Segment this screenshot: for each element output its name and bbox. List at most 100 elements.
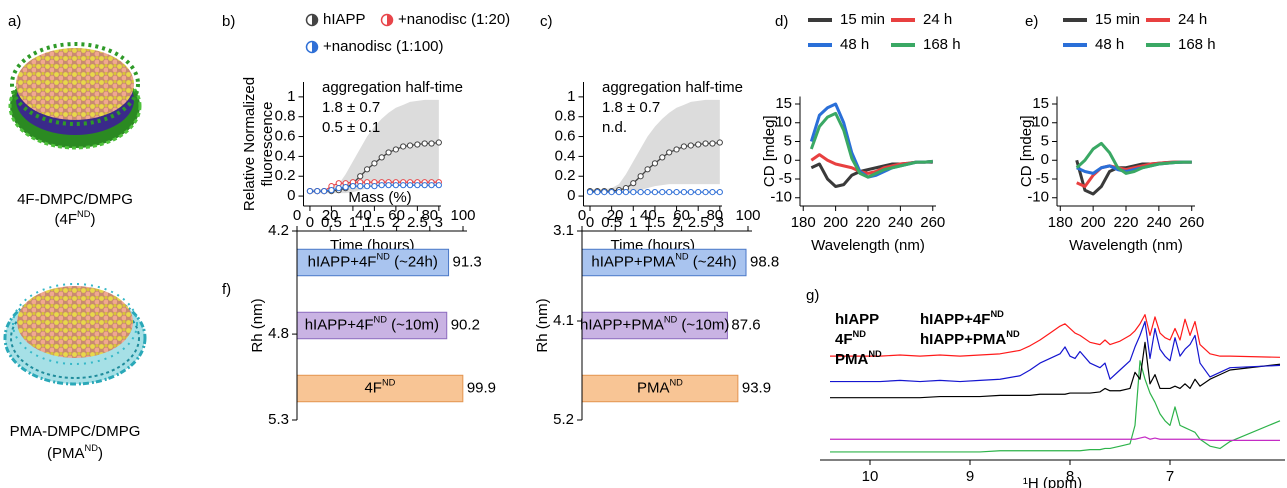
bar: [296, 374, 464, 403]
data-point: [651, 160, 659, 167]
annotation: 0.5 ± 0.1: [322, 119, 380, 136]
y-tick-label: -10: [770, 189, 792, 206]
nanodisc-4f: [8, 42, 142, 150]
bar: [296, 248, 450, 277]
annotation: 1.8 ± 0.7: [602, 99, 660, 116]
data-point: [695, 189, 702, 196]
x-tick-label: 0: [306, 214, 314, 231]
superscript: ND: [85, 443, 99, 453]
data-point: [673, 146, 680, 153]
annotation: aggregation half-time: [322, 79, 463, 96]
legend-label: 168 h: [1178, 36, 1216, 53]
data-point: [637, 173, 644, 180]
y-tick-label: 0.8: [275, 108, 296, 125]
data-point: [673, 189, 680, 196]
data-point: [709, 140, 716, 147]
x-axis-label: Mass (%): [348, 189, 411, 206]
data-point: [378, 154, 385, 161]
x-tick-label: 2: [672, 214, 680, 231]
y-tick-label: 0: [784, 151, 792, 168]
legend-icon: [312, 14, 318, 26]
legend-label: 24 h: [923, 11, 952, 28]
text-part: (4F: [55, 211, 78, 228]
x-tick-label: 2.5: [407, 214, 428, 231]
y-tick-label: 0.2: [275, 167, 296, 184]
y-tick-label: -5: [779, 170, 792, 187]
data-point: [622, 189, 630, 196]
annotation: 1.8 ± 0.7: [322, 99, 380, 116]
x-tick-label: 20: [607, 207, 624, 224]
data-point: [406, 142, 414, 149]
data-point: [421, 182, 428, 189]
legend-label: 48 h: [840, 36, 869, 53]
x-tick-label: 60: [388, 207, 405, 224]
text-part: ): [90, 211, 95, 228]
x-tick-label: 0: [293, 207, 301, 224]
y-tick-label: 0.2: [555, 167, 576, 184]
value-label: 99.9: [467, 379, 496, 396]
y-axis-label: Relative Normalized: [241, 77, 258, 211]
text-part: 4F: [835, 331, 853, 348]
x-tick-label: 40: [640, 207, 657, 224]
data-point: [687, 142, 694, 149]
y-tick-label: 1: [567, 88, 575, 105]
data-point: [644, 166, 651, 173]
data-line: [830, 320, 1281, 383]
x-tick-label: 100: [735, 207, 760, 224]
x-tick-label: 0.5: [601, 214, 622, 231]
data-point: [586, 189, 594, 196]
data-point: [630, 180, 637, 187]
y-tick-label: 0.6: [275, 128, 296, 145]
x-tick-label: 3: [716, 214, 724, 231]
x-tick-label: 1.5: [364, 214, 385, 231]
data-point: [702, 140, 709, 147]
y-tick-label: 0: [567, 187, 575, 204]
data-point: [357, 173, 364, 180]
text-part: (~24h): [689, 253, 737, 270]
data-line: [1075, 141, 1192, 175]
x-tick-label: 0.5: [321, 214, 342, 231]
x-tick-label: 10: [862, 468, 879, 485]
superscript: ND: [77, 209, 91, 219]
error-band: [309, 99, 439, 194]
bar-label: hIAPP+4FND (~24h): [308, 252, 438, 271]
data-line: [830, 360, 1281, 453]
legend-label: +nanodisc (1:20): [398, 11, 510, 28]
data-point: [371, 160, 378, 167]
x-tick-label: 180: [1048, 214, 1073, 231]
bar: [296, 311, 448, 340]
y-tick-label: 0.4: [555, 147, 576, 164]
nanodisc-pma: [3, 283, 147, 386]
error-band: [589, 99, 720, 194]
superscript: ND: [675, 252, 689, 262]
x-tick-label: 200: [1081, 214, 1106, 231]
text-part: hIAPP+4F: [305, 316, 374, 333]
legend-label: +nanodisc (1:100): [323, 38, 444, 55]
data-point: [630, 189, 637, 196]
x-tick-label: 2: [392, 214, 400, 231]
y-tick-label: 4.2: [268, 222, 289, 239]
text-part: 4F: [364, 379, 382, 396]
data-line: [830, 341, 1281, 399]
data-point: [314, 188, 321, 195]
y-axis-label: fluorescence: [259, 101, 276, 186]
data-point: [709, 189, 716, 196]
text-part: hIAPP+4F: [308, 253, 377, 270]
text-part: (~24h): [390, 253, 438, 270]
legend-icon: [387, 14, 393, 26]
superscript: ND: [382, 378, 396, 388]
y-tick-label: 1: [287, 88, 295, 105]
data-point: [349, 183, 357, 190]
panel-label: e): [1025, 13, 1038, 30]
x-axis-label: ¹H (ppm): [1023, 475, 1082, 488]
bar-label: hIAPP+PMAND (~10m): [580, 315, 729, 334]
x-tick-label: 1: [629, 214, 637, 231]
legend-label: 24 h: [1178, 11, 1207, 28]
bar-label: 4FND: [364, 378, 395, 397]
x-axis-label: Wavelength (nm): [1069, 237, 1183, 254]
superscript: ND: [853, 329, 867, 339]
data-point: [428, 182, 435, 189]
data-point: [435, 182, 442, 189]
superscript: ND: [990, 309, 1004, 319]
